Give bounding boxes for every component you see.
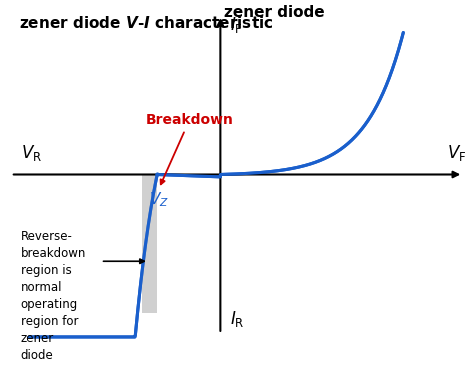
- Text: Reverse-
breakdown
region is
normal
operating
region for
zener
diode: Reverse- breakdown region is normal oper…: [21, 230, 86, 362]
- Text: $I_\mathrm{R}$: $I_\mathrm{R}$: [230, 309, 245, 329]
- Text: Breakdown: Breakdown: [146, 113, 233, 184]
- Text: zener diode $\bfit{V}$-$\bfit{I}$ characteristic: zener diode $\bfit{V}$-$\bfit{I}$ charac…: [19, 15, 273, 31]
- Text: zener diode: zener diode: [224, 5, 329, 20]
- Text: $V_\mathrm{R}$: $V_\mathrm{R}$: [21, 144, 42, 163]
- Text: $V_Z$: $V_Z$: [149, 190, 169, 209]
- Text: $I_\mathrm{F}$: $I_\mathrm{F}$: [230, 15, 243, 35]
- Text: $V_\mathrm{F}$: $V_\mathrm{F}$: [447, 144, 466, 163]
- Polygon shape: [142, 174, 157, 313]
